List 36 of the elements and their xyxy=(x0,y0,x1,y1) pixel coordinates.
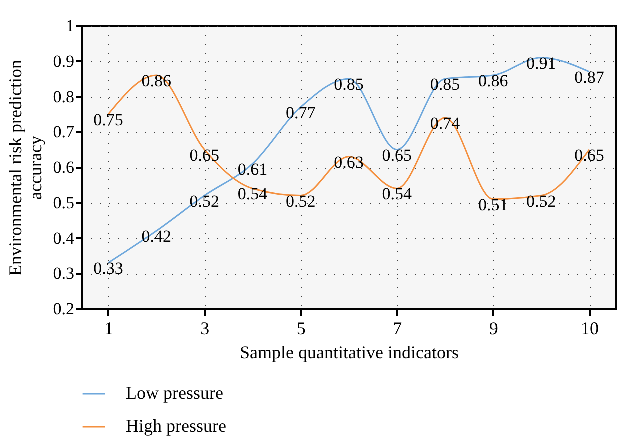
y-tick-label: 0.4 xyxy=(53,228,75,248)
y-tick-label: 0.6 xyxy=(53,158,74,177)
x-tick-label: 7 xyxy=(393,318,402,338)
y-tick-label: 0.5 xyxy=(53,193,74,212)
y-tick-label: 1 xyxy=(66,16,74,36)
data-label: 0.87 xyxy=(574,68,605,87)
x-tick-label: 9 xyxy=(489,318,498,338)
data-label: 0.54 xyxy=(238,184,268,204)
data-label: 0.85 xyxy=(334,75,364,94)
x-tick-label: 1 xyxy=(104,318,114,338)
data-label: 0.75 xyxy=(94,110,124,130)
data-label: 0.85 xyxy=(430,75,460,94)
y-tick-label: 0.7 xyxy=(53,122,75,142)
y-axis-title: Environmental risk prediction accuracy xyxy=(5,60,46,276)
data-label: 0.54 xyxy=(382,184,412,204)
data-label: 0.33 xyxy=(94,259,124,278)
legend-label: Low pressure xyxy=(126,383,224,403)
x-tick-label: 3 xyxy=(200,318,210,338)
data-label: 0.52 xyxy=(190,192,220,211)
data-label: 0.61 xyxy=(238,160,268,179)
x-tick-label: 10 xyxy=(581,318,600,338)
y-tick-label: 0.2 xyxy=(53,300,74,318)
data-label: 0.51 xyxy=(478,195,508,214)
legend-label: High pressure xyxy=(126,416,226,436)
data-label: 0.77 xyxy=(286,103,316,122)
y-tick-label: 0.8 xyxy=(53,87,74,106)
x-axis-title: Sample quantitative indicators xyxy=(240,342,459,362)
x-tick-label: 5 xyxy=(296,318,306,338)
data-label: 0.86 xyxy=(478,72,508,91)
data-label: 0.42 xyxy=(142,227,172,246)
data-label: 0.65 xyxy=(382,146,412,165)
data-label: 0.91 xyxy=(526,54,556,73)
y-tick-label: 0.3 xyxy=(53,264,74,284)
data-label: 0.52 xyxy=(286,192,316,211)
data-label: 0.52 xyxy=(526,192,556,211)
y-tick-label: 0.9 xyxy=(53,52,74,71)
